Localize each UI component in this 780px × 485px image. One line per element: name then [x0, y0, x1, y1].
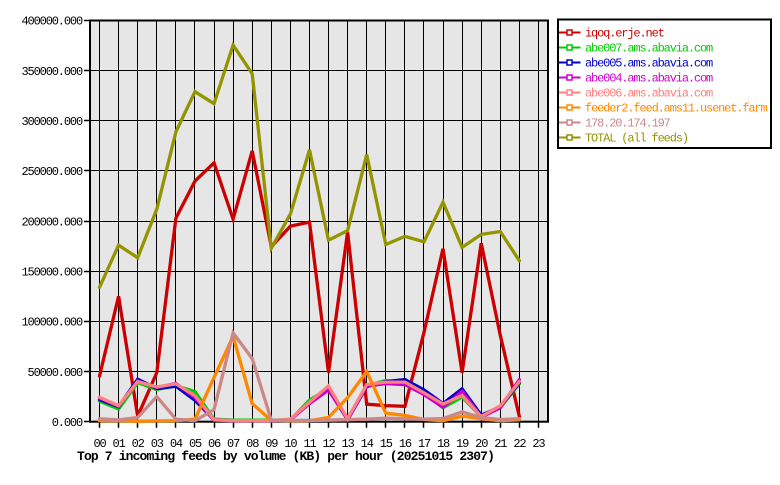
svg-text:09: 09	[265, 437, 278, 451]
svg-text:0.000: 0.000	[52, 416, 83, 430]
svg-text:20: 20	[475, 437, 488, 451]
svg-text:19: 19	[456, 437, 469, 451]
svg-text:150000.000: 150000.000	[21, 265, 82, 279]
svg-text:12: 12	[322, 437, 335, 451]
svg-text:Top 7 incoming feeds by volume: Top 7 incoming feeds by volume (KB) per …	[77, 449, 494, 464]
svg-text:21: 21	[494, 437, 507, 451]
svg-text:16: 16	[399, 437, 412, 451]
svg-text:10: 10	[284, 437, 297, 451]
svg-text:250000.000: 250000.000	[21, 165, 82, 179]
svg-text:00: 00	[93, 437, 106, 451]
svg-text:iqoq.erje.net: iqoq.erje.net	[585, 27, 664, 41]
svg-text:abe004.ams.abavia.com: abe004.ams.abavia.com	[585, 72, 713, 86]
svg-text:14: 14	[361, 437, 374, 451]
svg-text:08: 08	[246, 437, 259, 451]
svg-text:400000.000: 400000.000	[21, 15, 82, 29]
svg-text:18: 18	[437, 437, 450, 451]
svg-text:03: 03	[151, 437, 164, 451]
svg-text:100000.000: 100000.000	[21, 316, 82, 330]
svg-text:300000.000: 300000.000	[21, 115, 82, 129]
svg-text:05: 05	[189, 437, 202, 451]
svg-text:178.20.174.197: 178.20.174.197	[585, 117, 671, 131]
svg-text:01: 01	[113, 437, 126, 451]
svg-text:13: 13	[342, 437, 355, 451]
svg-text:feeder2.feed.ams11.usenet.farm: feeder2.feed.ams11.usenet.farm	[585, 102, 767, 116]
svg-text:abe005.ams.abavia.com: abe005.ams.abavia.com	[585, 57, 713, 71]
svg-text:15: 15	[380, 437, 393, 451]
svg-text:200000.000: 200000.000	[21, 215, 82, 229]
svg-text:50000.000: 50000.000	[28, 366, 83, 380]
svg-text:22: 22	[513, 437, 526, 451]
svg-text:17: 17	[418, 437, 431, 451]
svg-text:TOTAL (all feeds): TOTAL (all feeds)	[585, 132, 688, 146]
svg-text:07: 07	[227, 437, 240, 451]
svg-text:abe007.ams.abavia.com: abe007.ams.abavia.com	[585, 42, 713, 56]
svg-text:350000.000: 350000.000	[21, 65, 82, 79]
svg-text:23: 23	[532, 437, 545, 451]
svg-text:06: 06	[208, 437, 221, 451]
svg-text:11: 11	[303, 437, 316, 451]
svg-text:04: 04	[170, 437, 183, 451]
svg-text:abe006.ams.abavia.com: abe006.ams.abavia.com	[585, 87, 713, 101]
svg-text:02: 02	[132, 437, 145, 451]
